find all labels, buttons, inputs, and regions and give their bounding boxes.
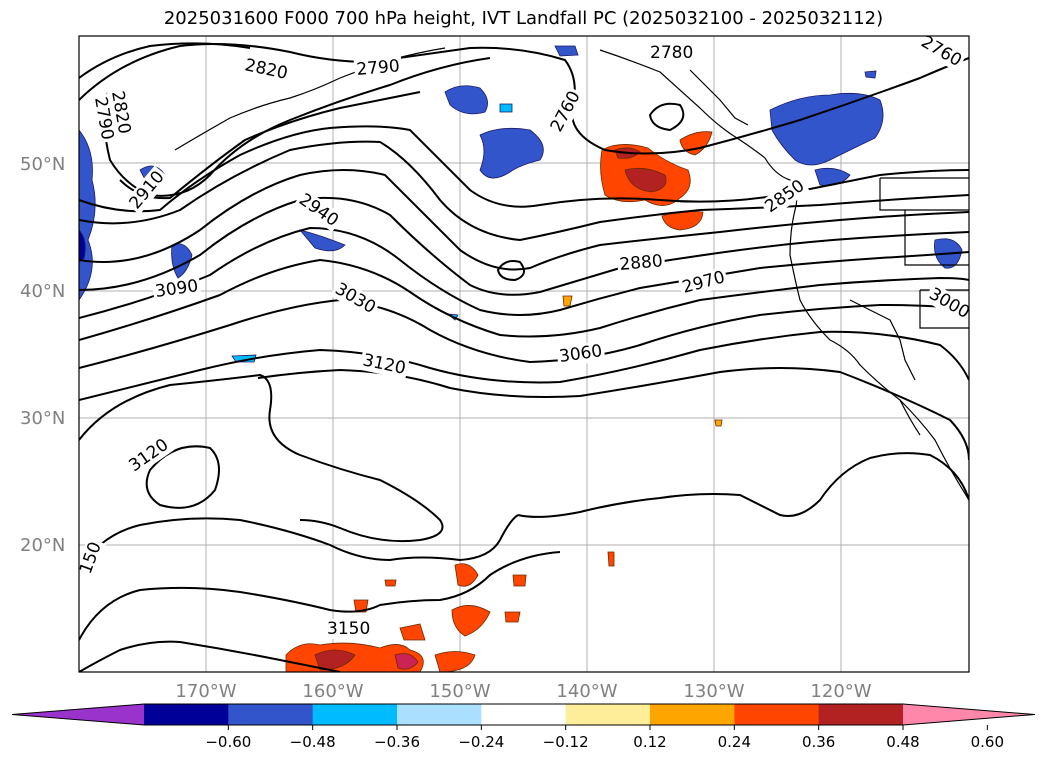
- contour-label-bg: [915, 36, 967, 72]
- colorbar-segment: [312, 704, 398, 725]
- colorbar-tick-label: 0.48: [886, 733, 919, 751]
- colorbar-segment: [565, 704, 651, 725]
- colorbar-tick-label: 0.60: [971, 733, 1004, 751]
- contour-label-bg: [123, 433, 174, 478]
- contour-label-bg: [293, 188, 344, 233]
- colorbar-segment: [144, 704, 229, 725]
- colorbar-segment: [228, 704, 314, 725]
- map-frame: [78, 35, 970, 673]
- lat-label: 50°N: [20, 154, 65, 175]
- contour-label-bg: [329, 278, 381, 319]
- ivt-negative-areas: [79, 45, 963, 363]
- contour-label-bg: [124, 165, 170, 215]
- lat-label: 40°N: [20, 281, 65, 302]
- latitude-labels: 50°N 40°N 30°N 20°N: [20, 154, 65, 556]
- colorbar-tick-label: −0.48: [290, 733, 336, 751]
- lat-label: 30°N: [20, 408, 65, 429]
- contour-label-bg: [759, 174, 810, 219]
- contour-label: 2790: [356, 56, 401, 80]
- colorbar-tick-label: −0.36: [374, 733, 420, 751]
- colorbar-outline: [11, 703, 1036, 726]
- lon-label: 120°W: [810, 681, 871, 702]
- contour-label-bg: [923, 283, 969, 324]
- colorbar-segment: [397, 704, 482, 725]
- lon-label: 140°W: [556, 681, 617, 702]
- lon-label: 170°W: [175, 681, 236, 702]
- contour-label-bg: [359, 349, 410, 380]
- colorbar-segment: [650, 704, 735, 725]
- contour-label-bg: [89, 93, 118, 144]
- contour-label-bg: [353, 56, 403, 81]
- contour-label-bg: [616, 251, 666, 276]
- colorbar-segment: [481, 704, 567, 725]
- colorbar-tick-label: 0.24: [718, 733, 751, 751]
- lon-label: 160°W: [302, 681, 363, 702]
- contour-label-bg: [325, 619, 373, 639]
- colorbar-tick-label: −0.12: [543, 733, 589, 751]
- contour-label: 3150: [327, 619, 370, 639]
- colorbar-tick-label: −0.60: [205, 733, 251, 751]
- ivt-positive-areas: [285, 131, 723, 672]
- colorbar-segment: [734, 704, 820, 725]
- contour-label-bg: [79, 537, 107, 579]
- colorbar-extend-high: [903, 704, 1035, 725]
- colorbar-extend-low: [12, 704, 144, 725]
- colorbar-tick-label: 0.36: [802, 733, 835, 751]
- contour-label-bg: [151, 275, 202, 303]
- contour-label-bg: [545, 85, 586, 138]
- contour-label-bg: [648, 43, 696, 63]
- longitude-labels: 170°W 160°W 150°W 140°W 130°W 120°W: [175, 681, 871, 702]
- lon-label: 150°W: [429, 681, 490, 702]
- map-title: 2025031600 F000 700 hPa height, IVT Land…: [163, 8, 884, 29]
- contour-label-bg: [678, 266, 730, 299]
- colorbar-tick-label: −0.24: [458, 733, 504, 751]
- lon-label: 130°W: [683, 681, 744, 702]
- colorbar-tick-label: 0.12: [633, 733, 666, 751]
- colorbar-segment: [818, 704, 904, 725]
- contour-label: 2880: [619, 251, 664, 275]
- lat-label: 20°N: [20, 535, 65, 556]
- contour-label-bg: [555, 340, 606, 368]
- contour-label-bg: [241, 54, 292, 85]
- contour-label: 2780: [650, 43, 693, 63]
- colorbar: −0.60 −0.48 −0.36 −0.24 −0.12 0.12 0.24 0.36 0.4…: [11, 703, 1036, 751]
